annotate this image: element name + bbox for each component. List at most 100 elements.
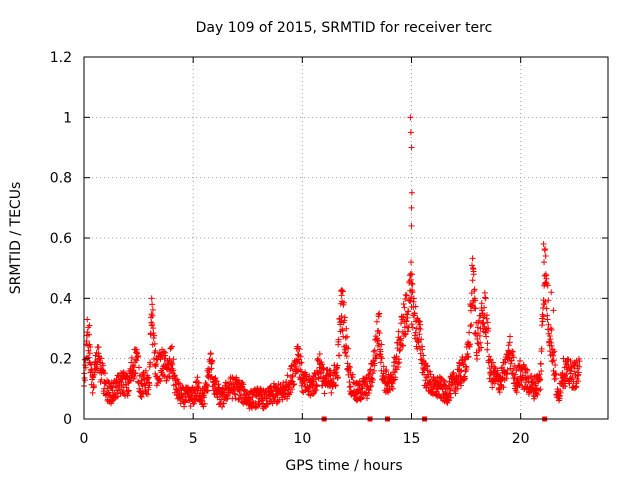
data-point <box>151 340 158 347</box>
data-point <box>487 356 494 363</box>
data-point <box>342 349 349 356</box>
data-point <box>397 337 404 344</box>
data-point <box>86 350 93 357</box>
data-point <box>515 362 522 369</box>
data-point <box>144 391 151 398</box>
data-point <box>427 371 434 378</box>
data-point <box>84 355 91 362</box>
data-point <box>414 345 421 352</box>
data-point <box>87 360 94 367</box>
data-point <box>462 368 469 375</box>
x-tick-label: 0 <box>80 431 89 447</box>
data-point <box>513 389 520 396</box>
data-point <box>456 368 463 375</box>
data-point <box>476 332 483 339</box>
data-point <box>160 348 167 355</box>
data-point <box>442 388 449 395</box>
data-point <box>572 384 579 391</box>
y-tick-label: 0.2 <box>50 352 72 368</box>
data-point <box>192 396 199 403</box>
data-point <box>371 347 378 354</box>
data-point <box>112 383 119 390</box>
data-point <box>314 383 321 390</box>
data-point <box>327 367 334 374</box>
data-point <box>543 305 550 312</box>
data-point <box>309 390 316 397</box>
data-point <box>549 358 556 365</box>
data-point <box>344 333 351 340</box>
data-point <box>378 353 385 360</box>
data-point <box>452 390 459 397</box>
data-point <box>220 400 227 407</box>
data-point <box>464 354 471 361</box>
data-point <box>400 314 407 321</box>
data-point <box>193 395 200 402</box>
data-point <box>176 380 183 387</box>
data-point <box>200 394 207 401</box>
data-point <box>366 371 373 378</box>
data-point <box>181 403 188 410</box>
data-point <box>398 320 405 327</box>
data-point <box>499 364 506 371</box>
data-point <box>538 345 545 352</box>
data-point <box>415 319 422 326</box>
data-point <box>475 340 482 347</box>
data-point <box>439 386 446 393</box>
x-tick-label: 5 <box>189 431 198 447</box>
data-point <box>543 275 550 282</box>
data-point <box>513 367 520 374</box>
data-point <box>407 276 414 283</box>
data-point <box>469 262 476 269</box>
data-point <box>534 391 541 398</box>
data-point <box>120 382 127 389</box>
data-point <box>550 352 557 359</box>
data-point <box>540 304 547 311</box>
data-point <box>82 377 89 384</box>
data-point <box>131 374 138 381</box>
data-point <box>567 358 574 365</box>
data-point <box>338 313 345 320</box>
data-point <box>550 307 557 314</box>
data-point <box>145 386 152 393</box>
data-point <box>467 323 474 330</box>
data-point <box>163 377 170 384</box>
data-point <box>404 314 411 321</box>
data-point <box>149 306 156 313</box>
data-point <box>334 362 341 369</box>
data-point <box>335 336 342 343</box>
data-point <box>125 387 132 394</box>
data-point <box>508 357 515 364</box>
data-point <box>203 382 210 389</box>
data-point <box>551 348 558 355</box>
data-point <box>162 349 169 356</box>
data-point <box>480 320 487 327</box>
data-point <box>570 378 577 385</box>
data-point <box>338 286 345 293</box>
data-point <box>540 241 547 248</box>
data-point <box>560 355 567 362</box>
data-point <box>397 346 404 353</box>
data-point <box>134 378 141 385</box>
data-point <box>483 312 490 319</box>
data-point <box>138 377 145 384</box>
data-point <box>232 391 239 398</box>
data-point <box>294 343 301 350</box>
data-point <box>423 374 430 381</box>
data-point <box>370 348 377 355</box>
data-point <box>396 341 403 348</box>
data-point <box>479 319 486 326</box>
data-point <box>548 342 555 349</box>
data-point <box>365 390 372 397</box>
data-point <box>537 376 544 383</box>
data-point <box>412 303 419 310</box>
data-point <box>152 362 159 369</box>
data-point <box>367 366 374 373</box>
data-point <box>509 370 516 377</box>
data-point <box>478 300 485 307</box>
data-point <box>385 379 392 386</box>
axis-ticks <box>83 56 608 420</box>
data-point <box>442 379 449 386</box>
data-point <box>503 370 510 377</box>
data-point <box>363 389 370 396</box>
data-point <box>87 343 94 350</box>
